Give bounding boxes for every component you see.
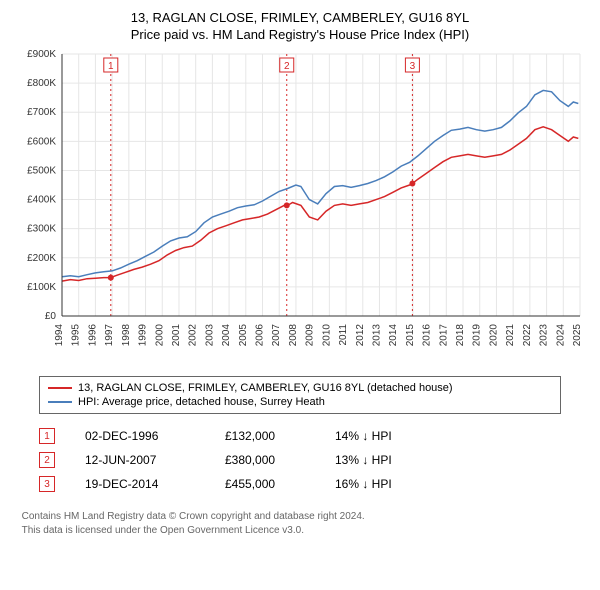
x-tick-label: 2009 xyxy=(305,324,316,347)
legend-label: HPI: Average price, detached house, Surr… xyxy=(78,396,325,408)
event-marker-number: 2 xyxy=(284,61,290,72)
x-tick-label: 2017 xyxy=(438,324,449,347)
x-tick-label: 2020 xyxy=(488,324,499,347)
x-tick-label: 2016 xyxy=(422,324,433,347)
title-line-1: 13, RAGLAN CLOSE, FRIMLEY, CAMBERLEY, GU… xyxy=(10,10,590,25)
x-tick-label: 2011 xyxy=(338,324,349,346)
x-tick-label: 2001 xyxy=(171,324,182,347)
x-tick-label: 1997 xyxy=(104,324,115,347)
legend-label: 13, RAGLAN CLOSE, FRIMLEY, CAMBERLEY, GU… xyxy=(78,382,453,394)
x-tick-label: 2006 xyxy=(255,324,266,347)
event-date: 02-DEC-1996 xyxy=(85,429,195,443)
x-tick-label: 1994 xyxy=(54,324,65,347)
event-marker-number: 3 xyxy=(410,61,416,72)
title-line-2: Price paid vs. HM Land Registry's House … xyxy=(10,27,590,42)
y-tick-label: £200K xyxy=(27,253,56,264)
legend-row: 13, RAGLAN CLOSE, FRIMLEY, CAMBERLEY, GU… xyxy=(48,381,552,395)
x-tick-label: 2000 xyxy=(154,324,165,347)
legend-box: 13, RAGLAN CLOSE, FRIMLEY, CAMBERLEY, GU… xyxy=(39,376,561,414)
x-tick-label: 2003 xyxy=(204,324,215,347)
event-price: £455,000 xyxy=(225,477,305,491)
y-tick-label: £100K xyxy=(27,282,56,293)
x-tick-label: 2015 xyxy=(405,324,416,347)
title-block: 13, RAGLAN CLOSE, FRIMLEY, CAMBERLEY, GU… xyxy=(10,10,590,42)
line-chart-svg: £0 £100K £200K £300K £400K £500K £600K £700K £80… xyxy=(10,48,590,368)
event-marker-number: 1 xyxy=(108,61,114,72)
x-tick-label: 1999 xyxy=(138,324,149,347)
y-tick-label: £600K xyxy=(27,136,56,147)
event-row: 1 02-DEC-1996 £132,000 14% ↓ HPI xyxy=(39,424,561,448)
event-delta: 13% ↓ HPI xyxy=(335,453,425,467)
legend-swatch xyxy=(48,401,72,403)
x-tick-label: 2024 xyxy=(555,324,566,347)
x-tick-label: 2005 xyxy=(238,324,249,347)
y-tick-label: £800K xyxy=(27,78,56,89)
x-tick-label: 2021 xyxy=(505,324,516,347)
footer-attribution: Contains HM Land Registry data © Crown c… xyxy=(22,510,579,537)
x-tick-label: 2019 xyxy=(472,324,483,347)
x-tick-label: 2004 xyxy=(221,324,232,347)
footer-line-1: Contains HM Land Registry data © Crown c… xyxy=(22,510,579,524)
chart-area: £0 £100K £200K £300K £400K £500K £600K £700K £80… xyxy=(10,48,590,368)
x-tick-label: 2018 xyxy=(455,324,466,347)
x-tick-label: 2013 xyxy=(371,324,382,347)
y-tick-label: £300K xyxy=(27,224,56,235)
chart-container: 13, RAGLAN CLOSE, FRIMLEY, CAMBERLEY, GU… xyxy=(0,0,600,547)
y-tick-label: £0 xyxy=(45,311,57,322)
x-tick-label: 2023 xyxy=(539,324,550,347)
x-tick-label: 2012 xyxy=(355,324,366,347)
x-tick-label: 2014 xyxy=(388,324,399,347)
y-tick-label: £500K xyxy=(27,165,56,176)
event-date: 19-DEC-2014 xyxy=(85,477,195,491)
x-tick-label: 2008 xyxy=(288,324,299,347)
x-tick-label: 1998 xyxy=(121,324,132,347)
legend-row: HPI: Average price, detached house, Surr… xyxy=(48,395,552,409)
footer-line-2: This data is licensed under the Open Gov… xyxy=(22,524,579,538)
y-tick-label: £400K xyxy=(27,195,56,206)
x-tick-label: 1996 xyxy=(87,324,98,347)
y-tick-label: £700K xyxy=(27,107,56,118)
sale-events-table: 1 02-DEC-1996 £132,000 14% ↓ HPI 2 12-JUN-200… xyxy=(39,424,561,496)
x-tick-label: 2022 xyxy=(522,324,533,347)
event-badge: 3 xyxy=(39,476,55,492)
x-tick-label: 2025 xyxy=(572,324,583,347)
event-date: 12-JUN-2007 xyxy=(85,453,195,467)
event-row: 2 12-JUN-2007 £380,000 13% ↓ HPI xyxy=(39,448,561,472)
x-tick-label: 2007 xyxy=(271,324,282,347)
event-delta: 14% ↓ HPI xyxy=(335,429,425,443)
legend-swatch xyxy=(48,387,72,389)
event-row: 3 19-DEC-2014 £455,000 16% ↓ HPI xyxy=(39,472,561,496)
event-price: £132,000 xyxy=(225,429,305,443)
x-tick-label: 1995 xyxy=(71,324,82,347)
x-tick-label: 2010 xyxy=(321,324,332,347)
y-tick-label: £900K xyxy=(27,49,56,60)
event-badge: 1 xyxy=(39,428,55,444)
event-badge: 2 xyxy=(39,452,55,468)
x-tick-label: 2002 xyxy=(188,324,199,347)
event-price: £380,000 xyxy=(225,453,305,467)
event-delta: 16% ↓ HPI xyxy=(335,477,425,491)
